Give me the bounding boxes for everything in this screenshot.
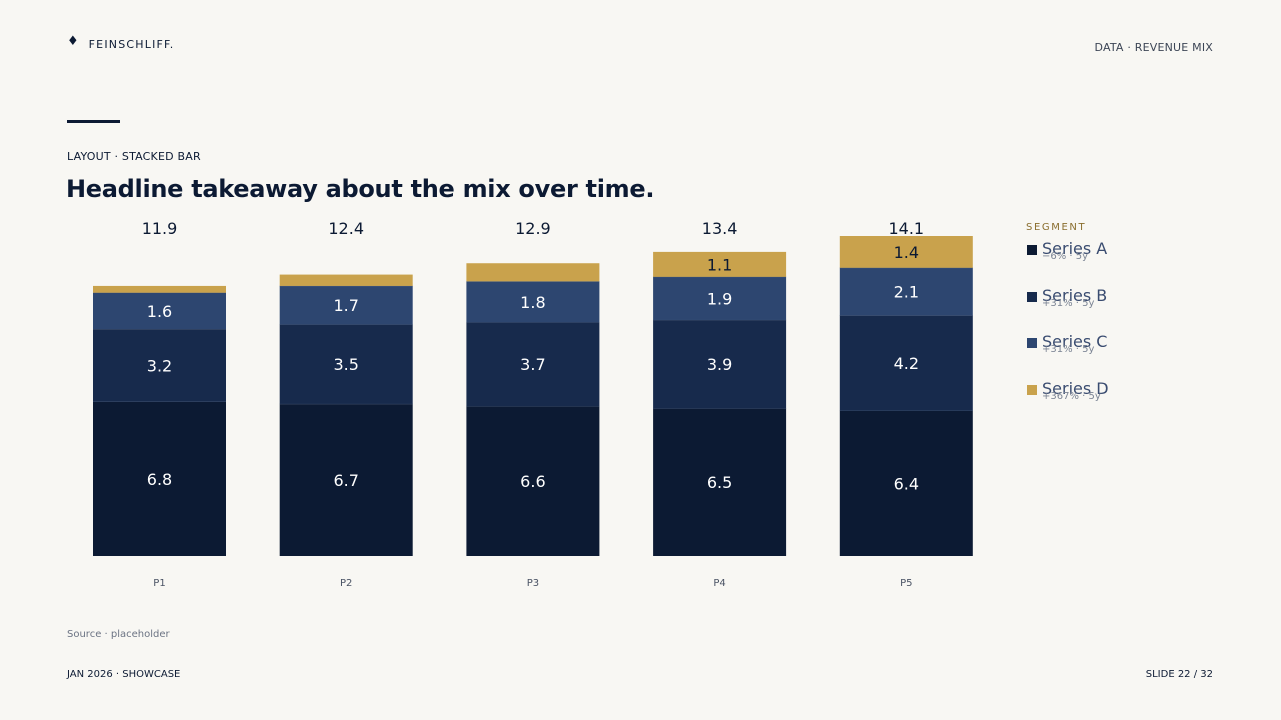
- total-label: 12.9: [515, 219, 551, 238]
- x-tick-label: P5: [900, 578, 912, 589]
- legend-swatch: [1027, 291, 1037, 302]
- data-label: 6.6: [520, 472, 545, 491]
- x-tick-label: P1: [153, 578, 165, 589]
- x-tick-label: P2: [340, 578, 352, 589]
- bar-segment: [839, 267, 973, 316]
- bar-segment: [279, 274, 413, 286]
- legend-label: Series C: [1042, 332, 1108, 351]
- bar-segment: [466, 322, 600, 407]
- bar-segment: [279, 285, 413, 325]
- legend-change: +31% · 5y: [1042, 297, 1095, 309]
- total-label: 14.1: [888, 219, 924, 238]
- data-label: 6.5: [707, 473, 732, 492]
- footer-date: JAN 2026 · SHOWCASE: [67, 669, 181, 680]
- bar-segment: [466, 263, 600, 282]
- data-label: 3.5: [333, 355, 358, 374]
- stacked-bar-chart: 6.8 3.2 1.6 11.9 P1 6.7 3.5 1.7 12.4 P2 6.6 3.7 1.8 1…: [93, 219, 973, 589]
- bar-segment: [653, 276, 787, 320]
- total-label: 13.4: [702, 219, 738, 238]
- bar-segment: [466, 406, 600, 556]
- x-tick-label: P3: [527, 578, 539, 589]
- legend-label: Series A: [1042, 239, 1108, 258]
- legend-change: −6% · 5y: [1042, 251, 1089, 262]
- data-label: 3.2: [147, 356, 172, 375]
- legend: SEGMENT Series A −6% · 5y Series B +31% …: [1026, 222, 1226, 425]
- legend-swatch: [1027, 338, 1037, 348]
- bar-segment: [839, 410, 973, 556]
- bar-segment: [653, 408, 787, 556]
- legend-label: Series B: [1042, 285, 1108, 305]
- data-label: 6.4: [894, 474, 919, 493]
- data-label: 1.7: [333, 296, 358, 315]
- data-label: 1.9: [707, 289, 732, 308]
- legend-change: +367% · 5y: [1042, 390, 1101, 402]
- data-label: 3.9: [707, 355, 732, 374]
- bar-segment: [279, 324, 413, 404]
- legend-item-series-a: Series A −6% · 5y: [1026, 239, 1226, 286]
- data-label: 2.1: [894, 283, 919, 302]
- data-label: 3.7: [520, 355, 545, 374]
- data-label: 6.8: [147, 470, 172, 489]
- legend-item-series-c: Series C +31% · 5y: [1026, 332, 1226, 379]
- bar-segment: [653, 251, 787, 277]
- total-label: 12.4: [328, 219, 364, 238]
- bar-segment: [93, 285, 226, 293]
- source-note: Source · placeholder: [67, 629, 170, 640]
- brand-name: FEINSCHLIFF.: [88, 38, 175, 51]
- x-tick-label: P4: [713, 578, 725, 589]
- bar-segment: [839, 236, 973, 268]
- eyebrow: LAYOUT · STACKED BAR: [67, 150, 201, 163]
- legend-change: +31% · 5y: [1042, 344, 1095, 355]
- legend-title: SEGMENT: [1026, 222, 1087, 233]
- slide-number: SLIDE 22 / 32: [1145, 669, 1213, 680]
- legend-item-series-d: Series D +367% · 5y: [1026, 379, 1226, 426]
- headline: Headline takeaway about the mix over tim…: [66, 175, 655, 203]
- data-label: 1.1: [707, 255, 732, 274]
- legend-swatch: [1027, 245, 1037, 255]
- bar-segment: [93, 329, 226, 402]
- section-label: DATA · REVENUE MIX: [1094, 41, 1213, 54]
- data-label: 1.8: [520, 293, 545, 312]
- total-label: 11.9: [142, 219, 178, 238]
- bar-segment: [93, 401, 226, 556]
- bar-segment: [279, 403, 413, 556]
- bar-segment: [466, 281, 600, 323]
- data-label: 1.6: [147, 302, 172, 321]
- bar-segment: [93, 292, 226, 330]
- data-label: 1.4: [894, 243, 919, 262]
- bar-segment: [653, 319, 787, 409]
- diamond-icon: ♦: [67, 34, 79, 49]
- legend-item-series-b: Series B +31% · 5y: [1026, 286, 1226, 333]
- data-label: 6.7: [333, 471, 358, 490]
- brand: ♦ FEINSCHLIFF.: [67, 34, 175, 51]
- data-label: 4.2: [894, 354, 919, 373]
- legend-label: Series D: [1042, 378, 1109, 398]
- legend-swatch: [1027, 384, 1037, 395]
- bar-segment: [839, 315, 973, 411]
- accent-rule: [67, 120, 120, 123]
